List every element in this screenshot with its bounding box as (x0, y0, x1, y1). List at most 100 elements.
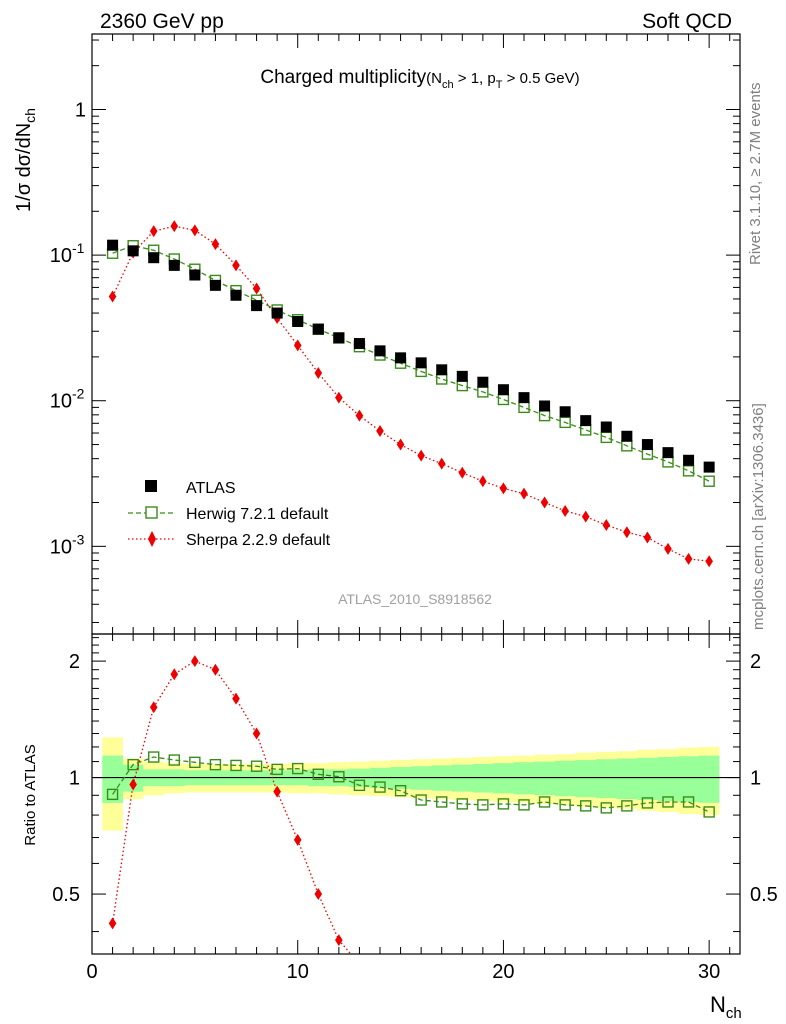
main-sherpa-point-28 (664, 542, 672, 555)
legend-sherpa-label: Sherpa 2.2.9 default (186, 532, 331, 549)
main-sherpa-point-14 (376, 424, 384, 437)
header-right: Soft QCD (642, 10, 732, 33)
ratio-herwig-point-21 (518, 799, 530, 811)
main-herwig-point-29 (682, 465, 695, 477)
main-atlas-point-14 (374, 345, 386, 357)
analysis-label: ATLAS_2010_S8918562 (338, 591, 492, 607)
main-y-tick-exponent-1: -1 (72, 240, 85, 256)
ratio-herwig-point-9 (271, 763, 283, 776)
header-left: 2360 GeV pp (100, 10, 224, 33)
main-herwig-point-25 (600, 431, 612, 444)
ratio-herwig-point-25 (600, 802, 612, 814)
ratio-herwig-point-15 (394, 784, 407, 797)
main-sherpa-point-5 (191, 224, 199, 237)
legend-herwig-marker (145, 506, 158, 519)
main-atlas-point-12 (333, 332, 345, 344)
main-atlas-point-30 (703, 461, 715, 473)
ratio-herwig-point-23 (559, 799, 571, 811)
main-herwig-point-23 (559, 416, 571, 429)
ratio-sherpa-point-9 (273, 785, 281, 798)
ratio-bands (102, 737, 720, 831)
ratio-herwig-point-7 (230, 759, 242, 772)
main-sherpa-point-6 (211, 238, 220, 251)
ratio-herwig-point-19 (477, 799, 489, 811)
main-sherpa-line (112, 225, 710, 562)
legend-atlas-label: ATLAS (186, 480, 236, 497)
main-atlas-point-16 (415, 357, 427, 369)
ratio-sherpa-point-4 (170, 668, 179, 681)
main-sherpa-point-29 (684, 552, 693, 565)
ratio-herwig-point-10 (292, 762, 304, 775)
main-atlas-point-6 (209, 279, 221, 291)
main-sherpa-point-20 (499, 482, 508, 495)
main-sherpa-point-10 (293, 339, 302, 352)
ratio-sherpa-point-7 (232, 692, 240, 705)
ratio-frame (91, 633, 741, 955)
x-tick-label-10: 10 (287, 961, 309, 983)
main-sherpa-point-24 (581, 510, 590, 523)
main-atlas-point-28 (662, 447, 674, 459)
main-y-axis-label: 1/σ dσ/dNch (13, 108, 38, 212)
main-sherpa-point-3 (149, 225, 158, 238)
axis-ticks: 0 10 20 30 1 10-1 10-2 10-3 2 2 1 1 0.5 0.5 (50, 34, 778, 983)
ratio-herwig-point-29 (682, 796, 695, 808)
main-atlas-point-22 (539, 400, 551, 412)
main-atlas-point-11 (312, 323, 324, 335)
main-sherpa-point-4 (170, 220, 179, 233)
main-atlas-point-8 (251, 300, 263, 312)
main-atlas-point-21 (518, 392, 530, 404)
ratio-y-axis-label: Ratio to ATLAS (22, 744, 39, 845)
ratio-herwig-point-1 (106, 788, 119, 801)
ratio-sherpa-point-12 (335, 934, 343, 947)
main-sherpa-point-26 (623, 526, 631, 539)
main-sherpa-point-16 (417, 449, 425, 462)
main-atlas-point-17 (436, 364, 448, 376)
ratio-sherpa-point-5 (191, 655, 199, 668)
rivet-label: Rivet 3.1.10, ≥ 2.7M events (747, 83, 764, 266)
main-herwig-point-21 (518, 401, 530, 414)
main-atlas-point-29 (683, 454, 695, 466)
ratio-sherpa-point-6 (211, 663, 220, 676)
main-atlas-point-23 (559, 406, 571, 418)
main-atlas-point-5 (189, 269, 201, 281)
main-atlas-point-13 (353, 338, 365, 350)
ratio-sherpa-point-3 (149, 701, 158, 714)
ratio-herwig-point-5 (189, 756, 201, 769)
main-y-tick-exponent-2: -2 (72, 386, 85, 402)
main-sherpa-point-17 (437, 457, 446, 470)
main-herwig-point-24 (580, 424, 592, 436)
main-atlas-point-9 (271, 307, 283, 319)
main-atlas-point-19 (477, 376, 489, 388)
x-tick-label-0: 0 (86, 961, 97, 983)
ratio-herwig-point-13 (353, 779, 366, 792)
main-y-tick-label-3: 10-3 (50, 531, 85, 558)
ratio-y-tick-label-right-0: 2 (750, 651, 761, 673)
main-sherpa-point-21 (520, 487, 528, 500)
main-sherpa-point-18 (458, 466, 467, 479)
ratio-band-inner (102, 755, 720, 803)
main-atlas-point-2 (127, 245, 139, 257)
main-sherpa-point-30 (705, 555, 713, 568)
ratio-herwig-point-16 (415, 794, 427, 806)
ratio-sherpa-point-2 (129, 778, 137, 791)
main-sherpa-point-15 (396, 438, 405, 451)
ratio-y-tick-label-left-2: 0.5 (52, 884, 80, 906)
main-herwig-point-30 (703, 475, 715, 487)
main-atlas-point-18 (456, 370, 468, 382)
main-sherpa-point-1 (108, 290, 117, 303)
main-herwig-point-28 (662, 456, 674, 468)
main-herwig-point-17 (436, 373, 448, 385)
main-y-tick-label-2: 10-2 (50, 386, 85, 413)
ratio-herwig-point-18 (456, 798, 468, 810)
ratio-sherpa-point-10 (293, 833, 302, 846)
ratio-herwig-point-4 (168, 754, 180, 766)
main-atlas-point-24 (580, 415, 592, 427)
main-atlas-point-27 (641, 439, 653, 451)
main-series (106, 220, 715, 568)
main-atlas-point-1 (107, 239, 119, 251)
ratio-herwig-point-12 (333, 771, 345, 783)
ratio-herwig-point-24 (580, 800, 592, 812)
main-sherpa-point-12 (335, 391, 343, 404)
ratio-sherpa-point-13 (356, 958, 364, 970)
x-tick-label-30: 30 (698, 961, 720, 983)
